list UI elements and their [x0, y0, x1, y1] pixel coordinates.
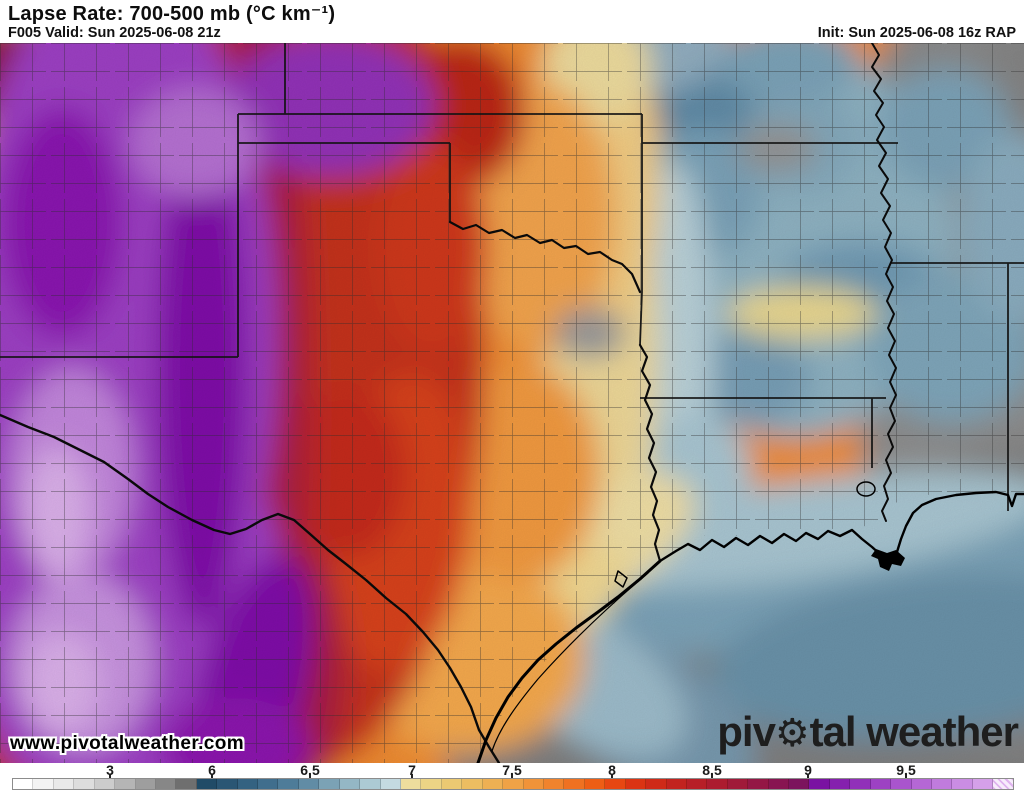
watermark-url: www.pivotalweather.com — [10, 733, 245, 754]
lapse-rate-map — [0, 43, 1024, 763]
colorbar-segment — [666, 779, 687, 789]
colorbar-segment — [625, 779, 647, 789]
pivotal-weather-logo: piv⚙tal weather — [717, 708, 1019, 755]
colorbar-tick-mark — [109, 774, 111, 778]
init-time-label: Init: Sun 2025-06-08 16z RAP — [817, 25, 1016, 41]
colorbar-segment — [482, 779, 504, 789]
colorbar-tick-label: 6.5 — [300, 762, 320, 778]
colorbar-segment — [748, 779, 769, 789]
colorbar-segment — [360, 779, 381, 789]
colorbar-tick-mark — [511, 774, 513, 778]
colorbar-segment — [401, 779, 422, 789]
colorbar-tick-mark — [905, 774, 907, 778]
dither-texture — [0, 43, 1024, 763]
colorbar-tick-mark — [711, 774, 713, 778]
colorbar-segment — [217, 779, 238, 789]
colorbar-segment — [53, 779, 75, 789]
colorbar-segment — [952, 779, 973, 789]
colorbar-segment — [155, 779, 177, 789]
colorbar-segment — [584, 779, 606, 789]
colorbar-tick-mark — [807, 774, 809, 778]
colorbar-segment — [707, 779, 728, 789]
colorbar-segment — [237, 779, 259, 789]
colorbar-segment — [135, 779, 156, 789]
colorbar-tick-label: 3 — [106, 762, 114, 778]
colorbar-tick-mark — [411, 774, 413, 778]
colorbar-segment — [543, 779, 565, 789]
colorbar-segment — [94, 779, 116, 789]
colorbar-segment — [850, 779, 871, 789]
gear-icon: ⚙ — [774, 712, 810, 755]
colorbar-segment — [13, 779, 34, 789]
colorbar-tick-label: 8 — [608, 762, 616, 778]
colorbar-segment — [646, 779, 667, 789]
colorbar-tick-label: 7.5 — [502, 762, 522, 778]
colorbar-segment — [380, 779, 402, 789]
colorbar-segment — [809, 779, 830, 789]
colorbar-segment — [686, 779, 708, 789]
colorbar-tick-mark — [211, 774, 213, 778]
colorbar-segment — [931, 779, 953, 789]
colorbar-segment — [176, 779, 197, 789]
colorbar-segment — [421, 779, 442, 789]
colorbar-tick-label: 6 — [208, 762, 216, 778]
valid-time-label: F005 Valid: Sun 2025-06-08 21z — [8, 25, 221, 41]
colorbar-segment — [74, 779, 95, 789]
map-canvas: www.pivotalweather.com piv⚙tal weather — [0, 43, 1024, 763]
colorbar-bar — [12, 778, 1014, 790]
colorbar-segment — [993, 779, 1013, 789]
colorbar-segment — [564, 779, 585, 789]
colorbar-segment — [441, 779, 463, 789]
colorbar-segment — [789, 779, 810, 789]
header: Lapse Rate: 700-500 mb (°C km⁻¹) F005 Va… — [0, 0, 1024, 43]
colorbar-segment — [829, 779, 851, 789]
colorbar-segment — [462, 779, 483, 789]
colorbar-tick-label: 9.5 — [896, 762, 916, 778]
colorbar-tick-label: 7 — [408, 762, 416, 778]
colorbar-segment — [911, 779, 932, 789]
colorbar-tick-mark — [309, 774, 311, 778]
colorbar-segment — [605, 779, 626, 789]
colorbar-tick-label: 9 — [804, 762, 812, 778]
colorbar-segment — [891, 779, 912, 789]
colorbar-segment — [503, 779, 524, 789]
colorbar-segment — [196, 779, 218, 789]
colorbar-segment — [33, 779, 54, 789]
colorbar-segment — [278, 779, 299, 789]
colorbar-segment — [258, 779, 279, 789]
logo-text-right: tal weather — [809, 708, 1019, 755]
colorbar-tick-label: 8.5 — [702, 762, 722, 778]
product-title: Lapse Rate: 700-500 mb (°C km⁻¹) — [8, 3, 336, 25]
colorbar-segment — [298, 779, 320, 789]
colorbar-segment — [115, 779, 136, 789]
colorbar-segment — [339, 779, 361, 789]
colorbar-segment — [972, 779, 994, 789]
colorbar-tick-mark — [611, 774, 613, 778]
colorbar-segment — [870, 779, 892, 789]
colorbar-segment — [727, 779, 749, 789]
colorbar: 3 6 6.5 7 7.5 8 8.5 9 9.5 — [0, 763, 1024, 791]
colorbar-segment — [768, 779, 790, 789]
colorbar-segment — [319, 779, 340, 789]
colorbar-segment — [523, 779, 544, 789]
logo-text-left: piv — [717, 708, 776, 755]
